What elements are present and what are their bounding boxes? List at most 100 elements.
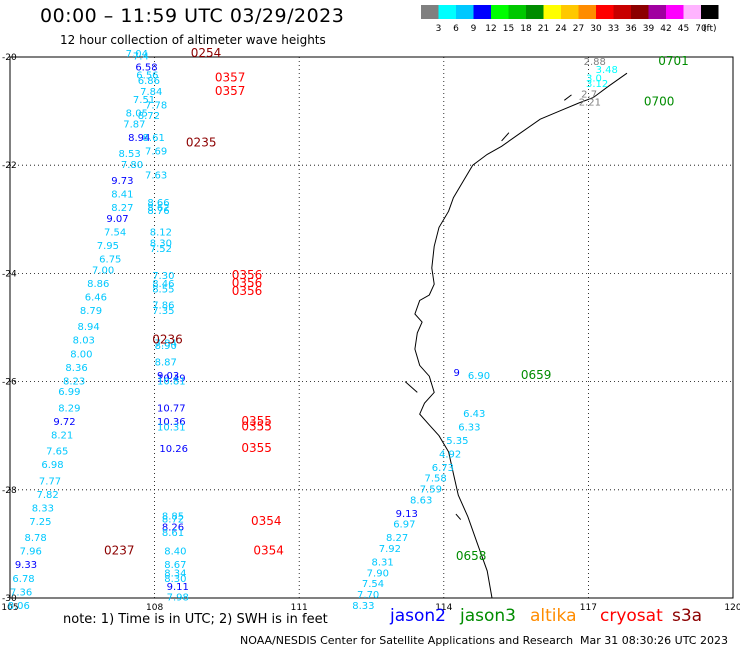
wave-height-label: 7.00 <box>92 265 114 276</box>
wave-height-label: 5.35 <box>446 436 468 447</box>
wave-height-label: 7.54 <box>362 579 384 590</box>
color-bin <box>421 5 439 19</box>
wave-height-label: 8.03 <box>73 336 95 347</box>
island <box>501 132 510 142</box>
wave-height-label: 6.97 <box>393 520 415 531</box>
wave-height-label: 8.62 <box>147 203 169 214</box>
color-bin-label: 70 <box>695 24 707 34</box>
map-frame <box>9 56 734 599</box>
wave-height-label: 6.58 <box>135 63 157 74</box>
pass-time-label: 0236 <box>152 333 183 347</box>
wave-height-label: 3.12 <box>586 79 608 90</box>
color-bin <box>578 5 596 19</box>
wave-height-label: 8.61 <box>162 528 184 539</box>
pass-time-label: 0355 <box>241 419 272 433</box>
wave-height-label: 10.77 <box>157 403 186 414</box>
wave-height-label: 6.33 <box>458 422 480 433</box>
wave-height-label: 9.11 <box>167 582 189 593</box>
wave-height-label: 8.27 <box>386 533 408 544</box>
wave-height-label: 8.72 <box>162 514 184 525</box>
color-bin <box>701 5 719 19</box>
wave-height-label: 7.36 <box>10 587 32 598</box>
wave-height-label: 9.73 <box>111 176 133 187</box>
wave-height-label: 7.87 <box>123 119 145 130</box>
wave-height-label: 8.78 <box>24 533 46 544</box>
color-bin <box>508 5 526 19</box>
wave-height-label: 7.70 <box>357 590 379 601</box>
wave-height-label: 7.84 <box>155 338 177 349</box>
wave-height-label: 6.86 <box>138 76 160 87</box>
pass-time-label: 0700 <box>644 95 675 109</box>
wave-height-label: 8.26 <box>162 522 184 533</box>
wave-height-label: 8.34 <box>164 568 186 579</box>
pass-time-label: 0355 <box>241 441 272 455</box>
wave-height-label: 7.4 <box>133 52 149 63</box>
wave-height-label: 9.03 <box>157 371 179 382</box>
credit-line: NOAA/NESDIS Center for Satellite Applica… <box>240 634 574 647</box>
wave-height-label: 6.43 <box>463 409 485 420</box>
lat-tick-label: -26 <box>2 378 17 388</box>
wave-height-label: 2.21 <box>579 98 601 109</box>
color-bin <box>561 5 579 19</box>
wave-height-label: 8.63 <box>410 495 432 506</box>
lon-tick-label: 105 <box>1 603 18 610</box>
wave-height-label: 8.86 <box>87 279 109 290</box>
color-bin-label: 45 <box>678 24 689 34</box>
island <box>563 94 572 101</box>
wave-height-label: 7.52 <box>150 244 172 255</box>
pass-time-label: 0235 <box>186 135 217 149</box>
wave-height-label: 7.65 <box>46 447 68 458</box>
color-bin-label: 39 <box>643 24 655 34</box>
wave-height-label: 6.56 <box>136 71 158 82</box>
wave-height-label: 9.13 <box>396 509 418 520</box>
wave-height-label: 7.58 <box>425 474 447 485</box>
wave-height-label: 4.92 <box>439 449 461 460</box>
wave-height-label: 9.33 <box>15 560 37 571</box>
wave-height-label: 8.72 <box>138 111 160 122</box>
color-scale-bar: 3 6 9 12 15 18 21 24 27 30 33 36 39 42 45 70(ft) <box>421 5 719 34</box>
color-bin <box>666 5 684 19</box>
wave-height-label: 8.79 <box>80 306 102 317</box>
island <box>404 381 418 393</box>
color-bin <box>491 5 509 19</box>
wave-height-map[interactable]: 105 108 111 114 117 120 -20 -22 -24 -26 -28 -30 7.04… <box>0 0 740 610</box>
wave-height-label: 7.90 <box>367 568 389 579</box>
color-bin-label: 24 <box>555 24 567 34</box>
pass-time-label: 0356 <box>232 284 263 298</box>
wave-height-label: 8.33 <box>352 601 374 610</box>
wave-height-label: 7.98 <box>167 593 189 604</box>
pass-time-label: 0254 <box>191 46 222 60</box>
wave-height-label: 7.51 <box>133 95 155 106</box>
wave-height-label: 10.26 <box>159 444 188 455</box>
wave-height-label: 8.85 <box>162 512 184 523</box>
pass-time-label: 0356 <box>232 276 263 290</box>
wave-height-label: 7.63 <box>145 171 167 182</box>
legend-s3a: s3a <box>672 606 703 626</box>
lat-tick-label: -28 <box>2 486 17 496</box>
color-bin-label: 33 <box>608 24 619 34</box>
wave-height-label: 8.40 <box>164 547 186 558</box>
wave-height-label: 8.87 <box>155 357 177 368</box>
wave-height-label: 7.82 <box>37 490 59 501</box>
pass-time-label: 0701 <box>658 54 689 68</box>
lon-tick-label: 117 <box>580 603 597 610</box>
wave-height-label: 10.31 <box>157 422 186 433</box>
pass-time-label: 0357 <box>215 70 246 84</box>
wave-height-label: 9.72 <box>53 417 75 428</box>
wave-height-label: 7.54 <box>104 228 126 239</box>
color-bin <box>473 5 491 19</box>
wave-height-label: 2.7 <box>581 90 597 101</box>
lat-tick-label: -22 <box>2 161 17 171</box>
wave-height-label: 9 <box>453 368 459 379</box>
wave-height-label: 7.84 <box>140 87 162 98</box>
pass-time-label: 0237 <box>104 544 135 558</box>
wave-height-label: 8.30 <box>164 574 186 585</box>
wave-height-label: 8.41 <box>111 190 133 201</box>
wave-height-label: 6.90 <box>468 371 490 382</box>
wave-height-label: 8.46 <box>152 279 174 290</box>
wave-height-label: 7.30 <box>152 271 174 282</box>
legend-cryosat: cryosat <box>600 606 663 626</box>
wave-height-label: 6.73 <box>432 463 454 474</box>
island <box>455 513 462 520</box>
color-bin-label: 12 <box>485 24 496 34</box>
